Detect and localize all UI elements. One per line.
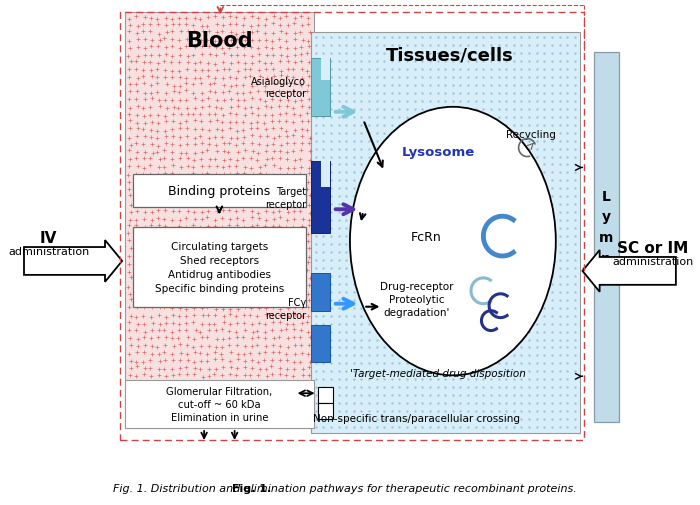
Text: FcRn: FcRn bbox=[411, 230, 442, 243]
Text: Drug-receptor
Proteolytic
degradation': Drug-receptor Proteolytic degradation' bbox=[380, 281, 454, 317]
Text: Non-specific trans/paracellular crossing: Non-specific trans/paracellular crossing bbox=[313, 413, 520, 423]
Bar bbox=[125, 13, 314, 428]
Bar bbox=[594, 53, 619, 422]
Text: FCγ
receptor: FCγ receptor bbox=[265, 298, 306, 320]
Bar bbox=[321, 160, 330, 188]
Text: Fig. 1. Distribution and elimination pathways for therapeutic recombinant protei: Fig. 1. Distribution and elimination pat… bbox=[106, 483, 577, 493]
Text: SC or IM: SC or IM bbox=[617, 240, 689, 255]
Bar bbox=[321, 59, 330, 81]
Text: L
y
m
p
h: L y m p h bbox=[599, 189, 613, 286]
Text: IV: IV bbox=[40, 230, 57, 245]
Text: Asialoglyco
receptor: Asialoglyco receptor bbox=[251, 77, 306, 99]
Text: Lysosome: Lysosome bbox=[402, 146, 475, 159]
Text: administration: administration bbox=[8, 246, 90, 257]
FancyArrow shape bbox=[24, 240, 122, 282]
Bar bbox=[311, 33, 580, 433]
Ellipse shape bbox=[350, 108, 556, 376]
Text: Blood: Blood bbox=[186, 31, 253, 51]
Bar bbox=[132, 175, 306, 208]
Text: Glomerular Filtration,
cut-off ~ 60 kDa
Elimination in urine: Glomerular Filtration, cut-off ~ 60 kDa … bbox=[166, 386, 272, 423]
Bar bbox=[311, 162, 330, 234]
Text: Fig. 1.: Fig. 1. bbox=[232, 483, 271, 493]
Bar bbox=[318, 387, 332, 403]
Bar bbox=[125, 381, 314, 428]
Text: administration: administration bbox=[612, 257, 694, 267]
Text: Circulating targets
Shed receptors
Antidrug antibodies
Specific binding proteins: Circulating targets Shed receptors Antid… bbox=[155, 241, 284, 293]
Bar bbox=[311, 273, 330, 311]
Bar bbox=[120, 13, 584, 440]
Bar bbox=[318, 403, 332, 419]
FancyArrow shape bbox=[582, 250, 676, 292]
Bar bbox=[132, 228, 306, 307]
Bar bbox=[311, 325, 330, 363]
Text: Binding proteins: Binding proteins bbox=[168, 185, 270, 198]
Bar bbox=[311, 59, 330, 117]
Text: Target
receptor: Target receptor bbox=[265, 187, 306, 209]
Text: Tissues/cells: Tissues/cells bbox=[386, 46, 514, 64]
Text: Recycling: Recycling bbox=[506, 129, 556, 139]
Text: 'Target-mediated drug disposition: 'Target-mediated drug disposition bbox=[350, 369, 526, 379]
